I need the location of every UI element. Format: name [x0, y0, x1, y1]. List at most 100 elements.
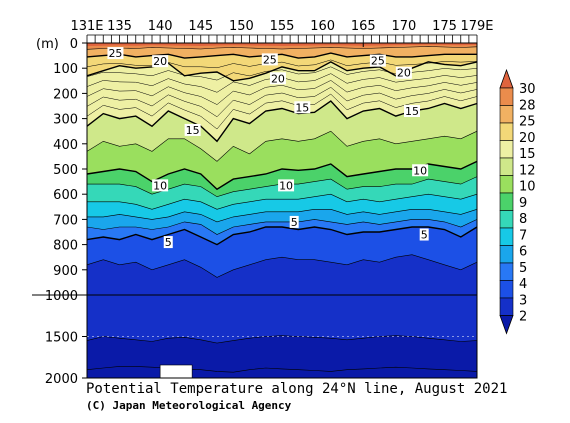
- y-tick-label: 200: [53, 87, 78, 102]
- contour-label-bg: [278, 179, 295, 192]
- contour-lines: [86, 46, 478, 373]
- colorbar-swatch: [499, 245, 514, 264]
- contour-label: 20: [397, 67, 411, 80]
- y-tick-label: 500: [53, 163, 78, 178]
- contour-label: 25: [108, 47, 122, 60]
- isotherm-minor: [86, 93, 478, 130]
- y-tick-label: 2000: [45, 372, 78, 387]
- contour-label: 20: [153, 55, 167, 68]
- isotherm-6: [86, 219, 478, 235]
- colorbar-label: 3: [519, 293, 527, 308]
- colorbar-label: 30: [519, 82, 536, 97]
- colorbar-swatch: [499, 280, 514, 299]
- y-tick-label: 300: [53, 113, 78, 128]
- contour-label: 15: [405, 105, 419, 118]
- x-tick-label: 175: [432, 19, 457, 34]
- contour-label-bg: [369, 54, 386, 67]
- colorbar-label: 5: [519, 261, 527, 276]
- contour-label-bg: [184, 123, 201, 136]
- contour-label: 5: [291, 216, 298, 229]
- y-tick-label: 100: [53, 62, 78, 77]
- isotherm-minor: [86, 80, 478, 105]
- contour-label-bg: [269, 72, 286, 85]
- contour-label: 5: [421, 229, 428, 242]
- isotherm-20: [86, 61, 478, 82]
- contour-label-bg: [261, 53, 278, 66]
- colorbar-swatch: [499, 192, 514, 211]
- x-tick-label: 155: [270, 19, 295, 34]
- x-tick-label: 150: [229, 19, 254, 34]
- y-tick-label: 1000: [45, 289, 78, 304]
- contour-label-bg: [294, 101, 311, 114]
- colorbar-swatch: [499, 262, 514, 281]
- contour-label-bg: [289, 215, 299, 228]
- colorbar-swatch: [499, 140, 514, 159]
- contour-label-bg: [152, 179, 169, 192]
- x-tick-label: 179E: [460, 19, 493, 34]
- colorbar-swatch: [499, 105, 514, 124]
- isotherm-7: [87, 209, 478, 223]
- colorbar-swatch: [499, 122, 514, 141]
- isotherm-12: [86, 130, 478, 162]
- contour-label: 10: [153, 179, 167, 192]
- isotherm-25: [86, 52, 477, 59]
- colorbar-label: 7: [519, 228, 527, 243]
- colorbar-label: 25: [519, 115, 536, 130]
- x-tick-label: 160: [310, 19, 335, 34]
- x-tick-label: 140: [148, 19, 173, 34]
- colorbar-label: 9: [519, 196, 527, 211]
- colorbar-swatch: [499, 175, 514, 194]
- contour-label: 25: [263, 53, 277, 66]
- y-tick-label: 700: [53, 213, 78, 228]
- x-tick-label: 170: [391, 19, 416, 34]
- y-axis: 0 100 200 300 400 500 600 700 800 900 1000 1500 2000: [45, 37, 87, 387]
- isotherm-minor: [86, 59, 478, 69]
- colorbar-max-arrow: [499, 68, 514, 89]
- data-gap: [159, 364, 193, 379]
- y-tick-label: 1500: [45, 331, 78, 346]
- colorbar-label: 6: [519, 245, 527, 260]
- contour-label: 15: [186, 124, 200, 137]
- y-unit-label: (m): [36, 37, 59, 52]
- x-tick-label: 131E: [70, 19, 103, 34]
- band-warmest: [87, 43, 477, 47]
- y-tick-label: 0: [70, 37, 78, 52]
- contour-label-bg: [404, 105, 420, 118]
- colorbar-label: 12: [519, 163, 536, 178]
- colorbar-label: 15: [519, 147, 536, 162]
- colorbar-label: 8: [519, 212, 527, 227]
- colorbar-label: 4: [519, 277, 527, 292]
- colorbar-label: 2: [519, 310, 527, 325]
- isotherm-28: [86, 46, 478, 50]
- contour-label: 10: [413, 164, 427, 177]
- y-tick-label: 800: [53, 239, 78, 254]
- y-tick-label: 400: [53, 138, 78, 153]
- contour-label-bg: [107, 47, 124, 60]
- isotherm-8: [87, 193, 478, 210]
- x-tick-label: 165: [351, 19, 376, 34]
- isotherm-minor: [86, 86, 478, 118]
- colorbar-swatch: [499, 210, 514, 229]
- colorbar-swatch: [499, 87, 514, 106]
- colorbar-swatch: [499, 297, 514, 316]
- isotherm-10: [86, 160, 478, 191]
- contour-label: 15: [295, 101, 309, 114]
- x-tick-label: 135: [107, 19, 132, 34]
- x-tick-label: 145: [188, 19, 213, 34]
- contour-label: 25: [371, 55, 385, 68]
- contour-label: 10: [279, 179, 293, 192]
- contour-label-bg: [395, 66, 412, 79]
- contour-label-bg: [412, 164, 429, 177]
- isotherm-4: [86, 254, 478, 278]
- y-tick-label: 600: [53, 188, 78, 203]
- isotherm-2: [86, 366, 478, 373]
- x-axis: 131E 135 140 145 150 155 160 165 170 175 179E: [70, 19, 494, 43]
- isotherm-5: [86, 226, 478, 246]
- chart-title: Potential Temperature along 24°N line, A…: [86, 381, 507, 397]
- contour-label-bg: [419, 228, 429, 241]
- y-tick-label: 900: [53, 264, 78, 279]
- colorbar-swatch: [499, 227, 514, 246]
- colorbar-min-arrow: [499, 315, 514, 335]
- chart-credit: (C) Japan Meteorological Agency: [86, 399, 292, 412]
- contour-label-bg: [152, 55, 169, 68]
